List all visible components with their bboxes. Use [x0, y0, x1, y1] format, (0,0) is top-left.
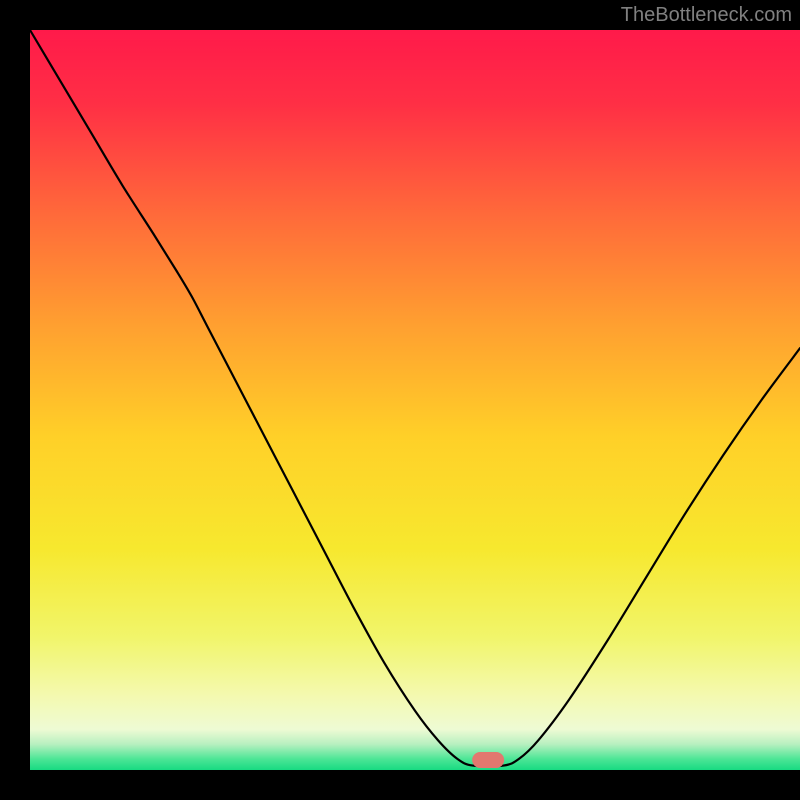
frame-left — [0, 0, 30, 800]
frame-bottom — [0, 770, 800, 800]
watermark-text: TheBottleneck.com — [621, 4, 792, 27]
bottleneck-marker — [472, 752, 504, 768]
plot-background — [30, 30, 800, 770]
bottleneck-chart — [0, 0, 800, 800]
